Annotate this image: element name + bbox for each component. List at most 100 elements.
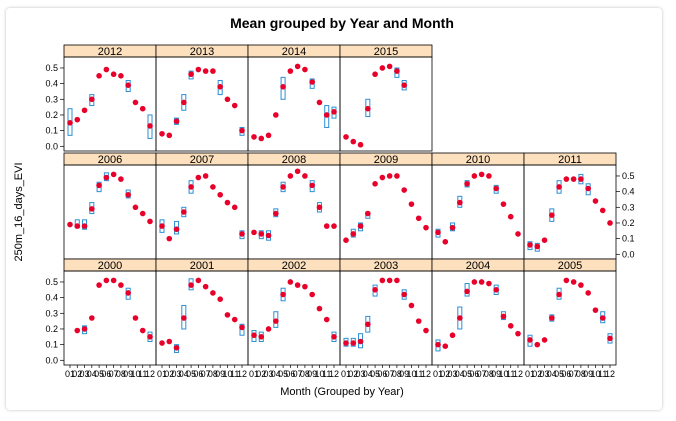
point-2005-07 <box>570 279 577 285</box>
point-2007-09 <box>217 191 223 198</box>
y-tick-label-left-2012-5: 0.5 <box>45 63 58 73</box>
point-2009-04 <box>365 210 371 217</box>
point-2007-02 <box>166 235 173 242</box>
x-tick-label-2002-07: 07 <box>293 369 303 379</box>
x-tick-label-2002-10: 10 <box>314 369 324 379</box>
panel-2011: 2011 0.0 0.1 0.2 0.3 0.4 0.5 <box>523 152 635 260</box>
point-2012-04 <box>89 96 95 103</box>
point-2007-01 <box>159 223 165 229</box>
point-2001-04 <box>181 315 187 321</box>
point-2001-11 <box>231 316 238 323</box>
point-2003-03 <box>357 338 364 345</box>
point-2015-02 <box>350 138 357 145</box>
x-tick-label-2003-05: 05 <box>370 369 380 379</box>
point-2007-11 <box>231 204 238 211</box>
x-tick-label-2005-09: 09 <box>583 369 593 379</box>
x-tick-label-2003-07: 07 <box>385 369 395 379</box>
point-2012-10 <box>132 99 139 106</box>
y-tick-label-left-2012-0: 0.0 <box>45 141 58 151</box>
y-tick-label-left-2000-4: 0.4 <box>45 293 58 303</box>
point-2000-03 <box>81 326 88 332</box>
y-tick-label-left-2000-0: 0.0 <box>45 355 58 365</box>
x-tick-label-2003-08: 08 <box>392 369 402 379</box>
x-tick-label-2001-07: 07 <box>201 369 211 379</box>
strip-label-2014: 2014 <box>282 46 306 58</box>
point-2014-11 <box>323 112 330 118</box>
point-2015-08 <box>394 68 400 74</box>
point-2008-10 <box>316 204 323 211</box>
x-tick-label-2005-07: 07 <box>569 369 579 379</box>
point-2002-05 <box>280 291 286 298</box>
y-tick-label-right-2011-1: 0.1 <box>622 234 635 244</box>
point-2008-09 <box>309 182 315 189</box>
point-2005-12 <box>607 335 613 342</box>
chart-title: Mean grouped by Year and Month <box>230 15 454 31</box>
x-tick-label-2000-12: 12 <box>145 369 155 379</box>
x-tick-label-2005-03: 03 <box>540 369 550 379</box>
point-2005-11 <box>599 315 606 321</box>
panel-2006: 2006 <box>63 152 157 260</box>
x-tick-label-2001-12: 12 <box>237 369 247 379</box>
y-axis-left-2000: 0.0 0.1 0.2 0.3 0.4 0.5 <box>45 277 64 365</box>
strip-label-2013: 2013 <box>190 46 214 58</box>
point-2015-06 <box>379 65 386 71</box>
x-axis-label: Month (Grouped by Year) <box>280 386 404 398</box>
x-tick-label-2001-04: 04 <box>179 369 189 379</box>
x-tick-label-2002-04: 04 <box>271 369 281 379</box>
point-2004-03 <box>449 332 456 339</box>
point-2000-08 <box>118 282 124 288</box>
point-2006-09 <box>125 191 131 198</box>
point-2001-01 <box>159 340 165 346</box>
point-2009-08 <box>394 173 400 179</box>
x-tick-label-2001-01: 01 <box>157 369 167 379</box>
y-tick-label-left-2012-1: 0.1 <box>45 126 58 136</box>
point-2002-10 <box>316 305 323 312</box>
point-2004-07 <box>478 279 485 285</box>
point-2007-03 <box>173 226 180 233</box>
y-tick-label-left-2012-3: 0.3 <box>45 94 58 104</box>
point-2013-04 <box>181 99 187 106</box>
point-2008-05 <box>280 184 286 190</box>
x-tick-label-2002-03: 03 <box>264 369 274 379</box>
point-2011-06 <box>563 176 570 182</box>
x-tick-label-2003-03: 03 <box>356 369 366 379</box>
x-tick-label-2000-05: 05 <box>94 369 104 379</box>
point-2006-07 <box>110 171 117 178</box>
x-tick-label-2002-09: 09 <box>307 369 317 379</box>
point-2012-08 <box>118 73 124 79</box>
point-2011-11 <box>599 207 606 214</box>
point-2013-12 <box>239 127 245 134</box>
strip-label-2001: 2001 <box>190 260 214 272</box>
panel-2009: 2009 <box>339 152 433 260</box>
point-2000-06 <box>103 277 110 284</box>
point-2008-03 <box>265 232 272 239</box>
x-tick-label-2005-06: 06 <box>561 369 571 379</box>
point-2002-06 <box>287 279 294 285</box>
chart-card: Mean grouped by Year and Month Month (Gr… <box>6 8 662 410</box>
strip-label-2010: 2010 <box>466 154 490 166</box>
point-2006-06 <box>103 174 110 181</box>
point-2010-06 <box>471 173 478 179</box>
point-2001-07 <box>202 283 209 290</box>
point-2004-05 <box>464 288 470 295</box>
x-tick-label-2005-08: 08 <box>576 369 586 379</box>
point-2002-01 <box>251 332 257 339</box>
point-2005-02 <box>534 341 541 348</box>
point-2011-12 <box>607 220 613 226</box>
point-2005-03 <box>541 337 548 343</box>
point-2014-09 <box>309 79 315 85</box>
point-2002-12 <box>331 334 337 340</box>
point-2006-03 <box>81 223 88 229</box>
point-2007-05 <box>188 184 194 190</box>
point-2009-11 <box>415 215 422 222</box>
panel-frame-2007 <box>155 164 249 260</box>
x-tick-label-2003-12: 12 <box>421 369 431 379</box>
point-2008-04 <box>273 210 279 217</box>
point-2008-11 <box>323 223 330 229</box>
y-tick-label-right-2011-4: 0.4 <box>622 187 635 197</box>
y-tick-label-left-2012-4: 0.4 <box>45 79 58 89</box>
point-2010-10 <box>500 201 507 207</box>
point-2006-01 <box>67 221 73 228</box>
